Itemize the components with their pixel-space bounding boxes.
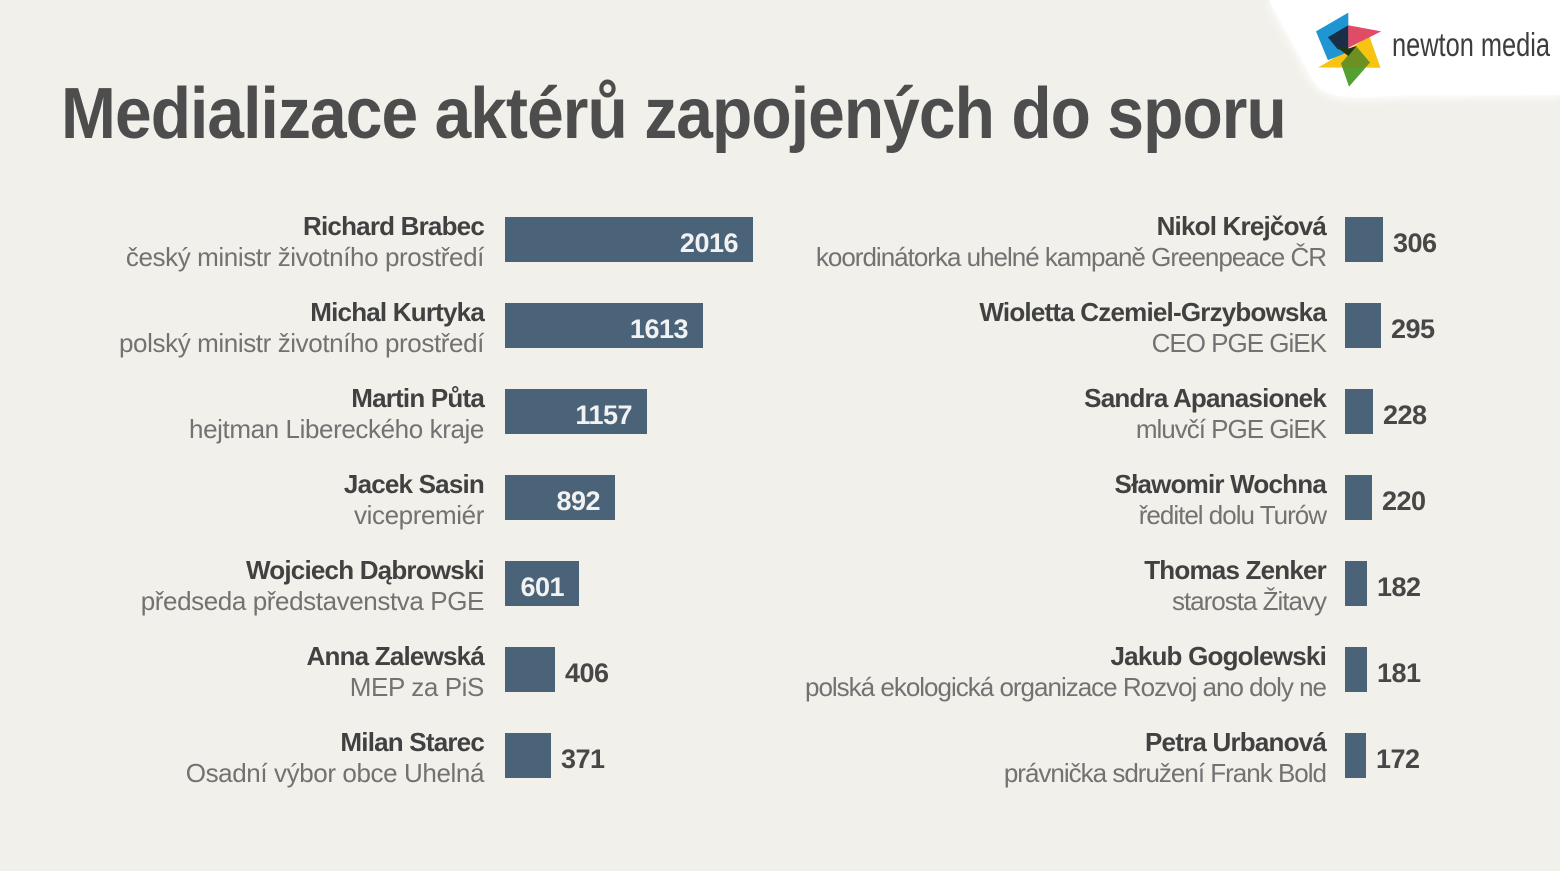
svg-text:newton media: newton media xyxy=(1392,26,1550,63)
